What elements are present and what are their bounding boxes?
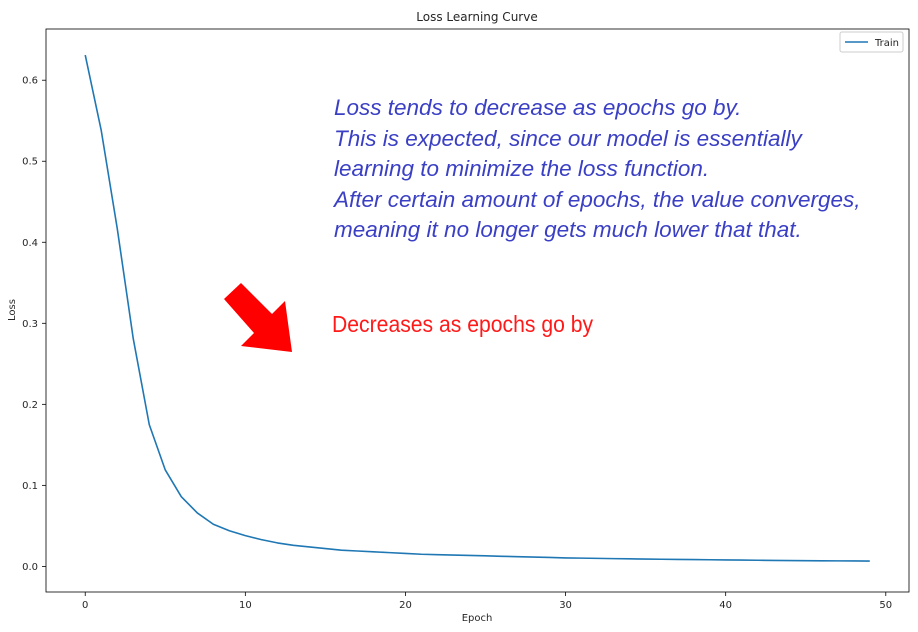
plot-frame bbox=[45, 28, 910, 593]
x-axis: 0 10 20 30 40 50 bbox=[82, 592, 892, 611]
x-axis-title: Epoch bbox=[462, 613, 493, 624]
y-tick-label: 0.0 bbox=[22, 562, 38, 573]
chart-title: Loss Learning Curve bbox=[416, 10, 537, 24]
y-tick-label: 0.6 bbox=[22, 76, 38, 87]
x-tick-label: 50 bbox=[879, 600, 892, 611]
y-tick-label: 0.4 bbox=[22, 238, 38, 249]
legend: Train bbox=[839, 31, 904, 53]
y-tick-label: 0.3 bbox=[22, 319, 38, 330]
y-tick-label: 0.2 bbox=[22, 400, 38, 411]
x-tick-label: 10 bbox=[239, 600, 252, 611]
legend-label-train: Train bbox=[874, 38, 899, 49]
series-line-train bbox=[84, 54, 870, 562]
x-tick-label: 20 bbox=[399, 600, 412, 611]
explanation-line: After certain amount of epochs, the valu… bbox=[334, 186, 861, 212]
x-tick-label: 40 bbox=[719, 600, 732, 611]
explanation-line: meaning it no longer gets much lower tha… bbox=[334, 217, 802, 242]
explanation-line: This is expected, since our model is ess… bbox=[334, 125, 802, 151]
y-tick-label: 0.5 bbox=[22, 157, 38, 168]
plot-area bbox=[45, 28, 910, 593]
explanation-line: Loss tends to decrease as epochs go by. bbox=[334, 95, 742, 120]
explanation-line: learning to minimize the loss function. bbox=[334, 156, 710, 181]
x-tick-label: 30 bbox=[559, 600, 572, 611]
y-axis: 0.0 0.1 0.2 0.3 0.4 0.5 0.6 bbox=[22, 76, 46, 573]
explanation-text: Loss tends to decrease as epochs go by. … bbox=[334, 93, 861, 246]
x-tick-label: 0 bbox=[82, 600, 88, 611]
legend-box bbox=[839, 31, 904, 53]
y-tick-label: 0.1 bbox=[22, 481, 38, 492]
y-axis-title: Loss bbox=[7, 299, 18, 321]
red-arrow-down-right-icon bbox=[224, 283, 292, 352]
callout-text: Decreases as epochs go by bbox=[332, 311, 594, 337]
